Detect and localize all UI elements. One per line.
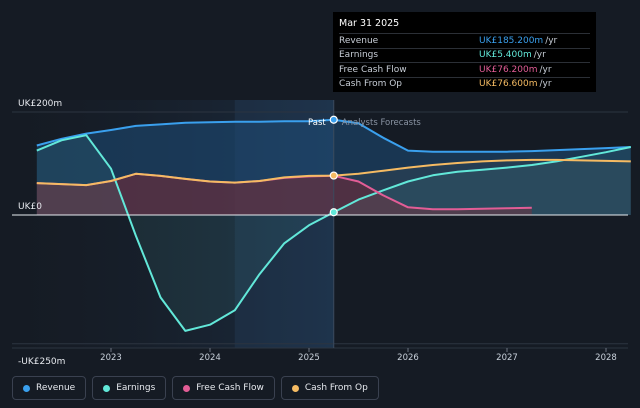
legend-item-free-cash-flow[interactable]: Free Cash Flow bbox=[172, 376, 275, 400]
legend-dot-icon bbox=[291, 384, 299, 392]
legend-label: Earnings bbox=[116, 383, 156, 393]
legend-item-revenue[interactable]: Revenue bbox=[12, 376, 87, 400]
tooltip-unit: /yr bbox=[545, 35, 558, 46]
y-tick-label: -UK£250m bbox=[18, 357, 65, 367]
tooltip-row-cash-from-op: Cash From Op UK£76.600m /yr bbox=[339, 76, 590, 92]
tooltip-date: Mar 31 2025 bbox=[339, 18, 400, 29]
x-tick-label: 2027 bbox=[496, 353, 518, 363]
x-tick-label: 2025 bbox=[298, 353, 320, 363]
x-tick-label: 2024 bbox=[199, 353, 221, 363]
legend-item-cash-from-op[interactable]: Cash From Op bbox=[280, 376, 379, 400]
legend-label: Free Cash Flow bbox=[196, 383, 264, 393]
y-tick-label: UK£0 bbox=[18, 202, 42, 212]
x-tick-label: 2028 bbox=[595, 353, 617, 363]
tooltip-value: UK£76.200m bbox=[479, 64, 538, 75]
past-label: Past bbox=[308, 118, 326, 128]
tooltip-value: UK£5.400m bbox=[479, 50, 532, 61]
forecast-label: Analysts Forecasts bbox=[342, 118, 422, 128]
legend-dot-icon bbox=[103, 384, 111, 392]
tooltip-value: UK£185.200m bbox=[479, 35, 544, 46]
free-cash-flow-area bbox=[36, 173, 532, 215]
tooltip-label: Cash From Op bbox=[339, 79, 403, 90]
tooltip-label: Earnings bbox=[339, 50, 379, 61]
tooltip-label: Free Cash Flow bbox=[339, 64, 407, 75]
tooltip-unit: /yr bbox=[539, 79, 552, 90]
earnings-area bbox=[36, 135, 631, 331]
legend-label: Cash From Op bbox=[304, 383, 368, 393]
tooltip-value: UK£76.600m bbox=[479, 79, 538, 90]
legend-label: Revenue bbox=[36, 383, 76, 393]
tooltip-label: Revenue bbox=[339, 35, 379, 46]
tooltip-row-free-cash-flow: Free Cash Flow UK£76.200m /yr bbox=[339, 62, 590, 77]
legend-item-earnings[interactable]: Earnings bbox=[92, 376, 167, 400]
x-tick-label: 2026 bbox=[397, 353, 419, 363]
tooltip-unit: /yr bbox=[533, 50, 546, 61]
earnings-marker[interactable] bbox=[329, 208, 338, 217]
legend-dot-icon bbox=[183, 384, 191, 392]
x-tick-label: 2023 bbox=[100, 353, 122, 363]
legend-dot-icon bbox=[23, 384, 30, 392]
revenue-marker[interactable] bbox=[329, 115, 338, 124]
tooltip-unit: /yr bbox=[539, 64, 552, 75]
tooltip-row-earnings: Earnings UK£5.400m /yr bbox=[339, 47, 590, 63]
cash-from-op-marker[interactable] bbox=[329, 171, 338, 180]
y-tick-label: UK£200m bbox=[18, 99, 62, 109]
tooltip-row-revenue: Revenue UK£185.200m /yr bbox=[339, 33, 590, 48]
legend: Revenue Earnings Free Cash Flow Cash Fro… bbox=[12, 376, 379, 400]
tooltip: Mar 31 2025 Revenue UK£185.200m /yr Earn… bbox=[333, 12, 596, 92]
